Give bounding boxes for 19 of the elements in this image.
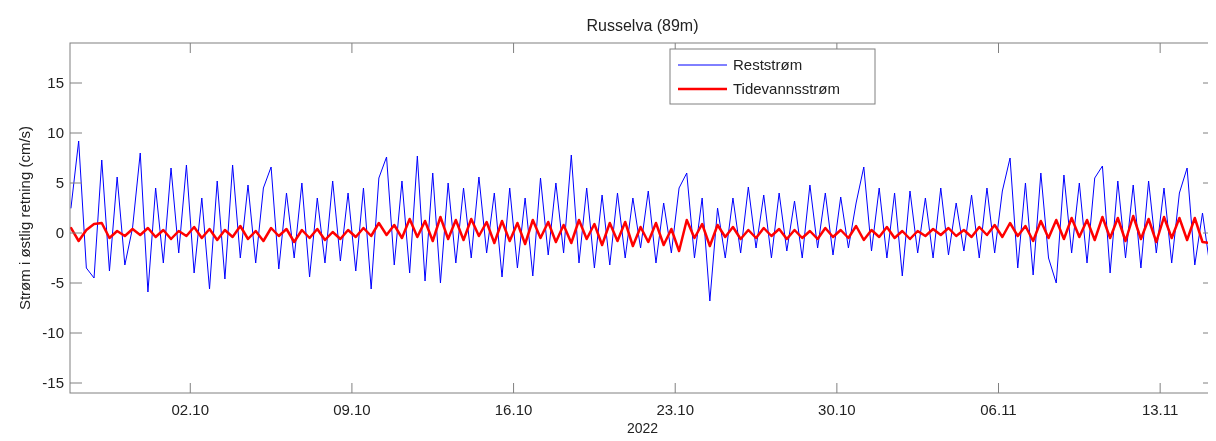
x-tick-label: 02.10 (171, 401, 210, 418)
y-tick-label: 15 (47, 74, 64, 91)
y-tick-label: -10 (42, 324, 64, 341)
legend-label: Tidevannsstrøm (733, 80, 840, 97)
x-tick-label: 09.10 (333, 401, 371, 418)
y-tick-label: 10 (47, 124, 64, 141)
y-tick-label: -5 (50, 274, 64, 291)
x-tick-label: 30.10 (818, 401, 856, 418)
x-axis-title: 2022 (626, 420, 659, 436)
legend-label: Reststrøm (733, 56, 803, 73)
x-tick-label: 23.10 (656, 401, 694, 418)
x-tick-label: 13.11 (1141, 401, 1179, 418)
y-axis-title: Strøm i østlig retning (cm/s) (16, 125, 33, 311)
y-tick-label: -15 (42, 374, 64, 391)
y-tick-label: 5 (55, 174, 64, 191)
x-tick-label: 16.10 (494, 401, 533, 418)
y-tick-label: 0 (55, 224, 64, 241)
x-tick-label: 06.11 (980, 401, 1017, 418)
chart-title: Russelva (89m) (586, 17, 699, 34)
